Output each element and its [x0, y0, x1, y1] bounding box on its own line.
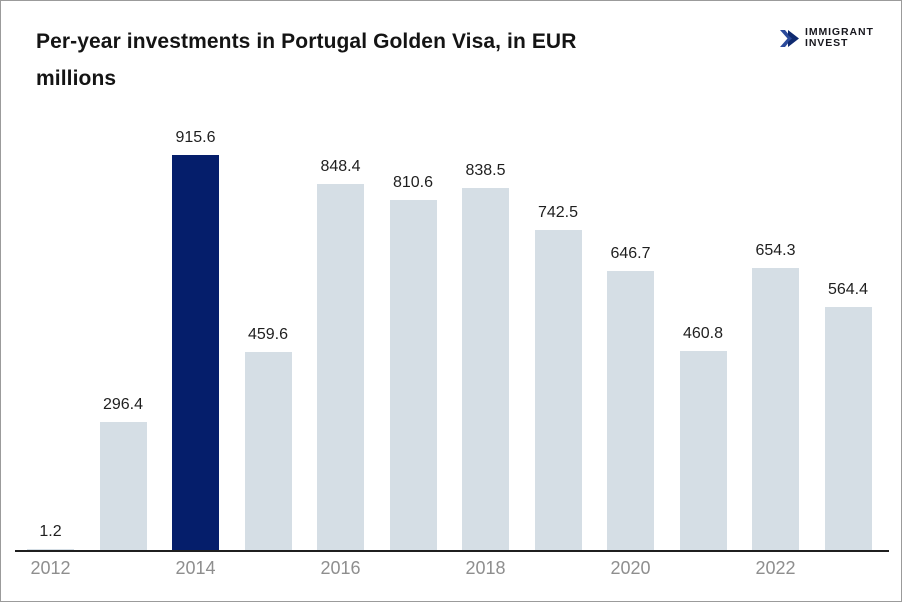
bar-2018 [462, 188, 509, 550]
value-label-2020: 646.7 [610, 245, 651, 262]
x-tick-2016: 2016 [320, 558, 361, 578]
value-label-2018: 838.5 [465, 162, 506, 180]
value-label-2015: 459.6 [247, 325, 289, 343]
page-title-line1: Per-year investments in Portugal Golden … [36, 30, 577, 53]
bar-2019 [534, 229, 582, 550]
logo-wordmark: IMMIGRANT INVEST [805, 27, 874, 49]
bar-2013 [99, 422, 147, 550]
value-label-2023: 564.4 [827, 280, 869, 298]
page-title: Per-year investments in Portugal Golden … [36, 23, 716, 97]
double-chevron-right-icon [779, 29, 799, 48]
x-tick-2012: 2012 [30, 558, 71, 578]
bar-2022 [752, 267, 799, 550]
value-label-2021: 460.8 [682, 325, 724, 343]
x-tick-2022: 2022 [755, 558, 796, 578]
bar-2017 [389, 200, 437, 550]
page-title-line2: millions [36, 67, 117, 90]
bar-2021 [679, 351, 727, 550]
value-label-2014: 915.6 [175, 129, 216, 146]
logo-line2: INVEST [805, 37, 849, 49]
value-label-2012: 1.2 [39, 523, 62, 540]
value-label-2013: 296.4 [102, 396, 144, 414]
bar-2016 [317, 183, 364, 550]
x-axis-line [15, 550, 889, 552]
value-label-2019: 742.5 [537, 203, 579, 221]
value-label-2022: 654.3 [755, 241, 796, 259]
value-label-2016: 848.4 [320, 157, 361, 175]
bar-2020 [607, 271, 654, 550]
bar-2023 [824, 306, 872, 550]
x-tick-2014: 2014 [175, 558, 216, 578]
x-tick-2018: 2018 [465, 558, 506, 578]
immigrant-invest-logo: IMMIGRANT INVEST [779, 27, 874, 49]
bar-2015 [244, 351, 292, 550]
bar-2012 [27, 549, 74, 550]
value-label-2017: 810.6 [392, 174, 434, 192]
bar-2014 [172, 155, 219, 550]
logo-line1: IMMIGRANT [805, 26, 874, 38]
x-tick-2020: 2020 [610, 558, 651, 578]
